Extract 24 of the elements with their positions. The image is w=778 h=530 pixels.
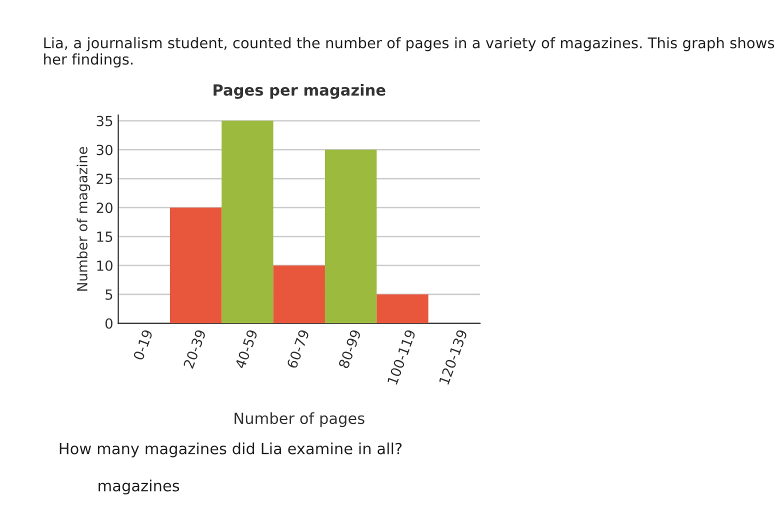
- x-tick-label: 20-39: [183, 329, 206, 369]
- y-tick-label: 5: [106, 290, 112, 300]
- chart-title: Pages per magazine: [214, 84, 386, 99]
- y-tick-label: 35: [96, 116, 112, 126]
- text: Lia, a journalism student, counted the number of pages in a variety of magazines. This graph shows her findings.: [44, 37, 774, 68]
- y-tick-label: 15: [97, 232, 112, 242]
- bar: [170, 208, 222, 324]
- y-axis-title: Number of magazine: [76, 146, 90, 291]
- bar: [273, 265, 325, 324]
- x-axis-title: Number of pages: [234, 412, 364, 428]
- text: magazines: [98, 480, 180, 494]
- y-tick-label: 0: [105, 318, 112, 329]
- text: How many magazines did Lia examine in all?: [60, 442, 402, 458]
- x-tick-label: 80-99: [338, 329, 362, 369]
- x-tick-label: 60-79: [286, 329, 310, 369]
- y-tick-label: 20: [96, 202, 112, 214]
- bar: [222, 120, 274, 324]
- y-tick-label: 10: [97, 260, 112, 271]
- bar: [324, 150, 377, 324]
- x-tick-label: 0-19: [132, 329, 153, 361]
- y-tick-label: 25: [96, 174, 112, 184]
- y-tick-label: 30: [96, 144, 112, 156]
- bar: [376, 294, 428, 324]
- x-tick-label: 40-59: [234, 329, 258, 370]
